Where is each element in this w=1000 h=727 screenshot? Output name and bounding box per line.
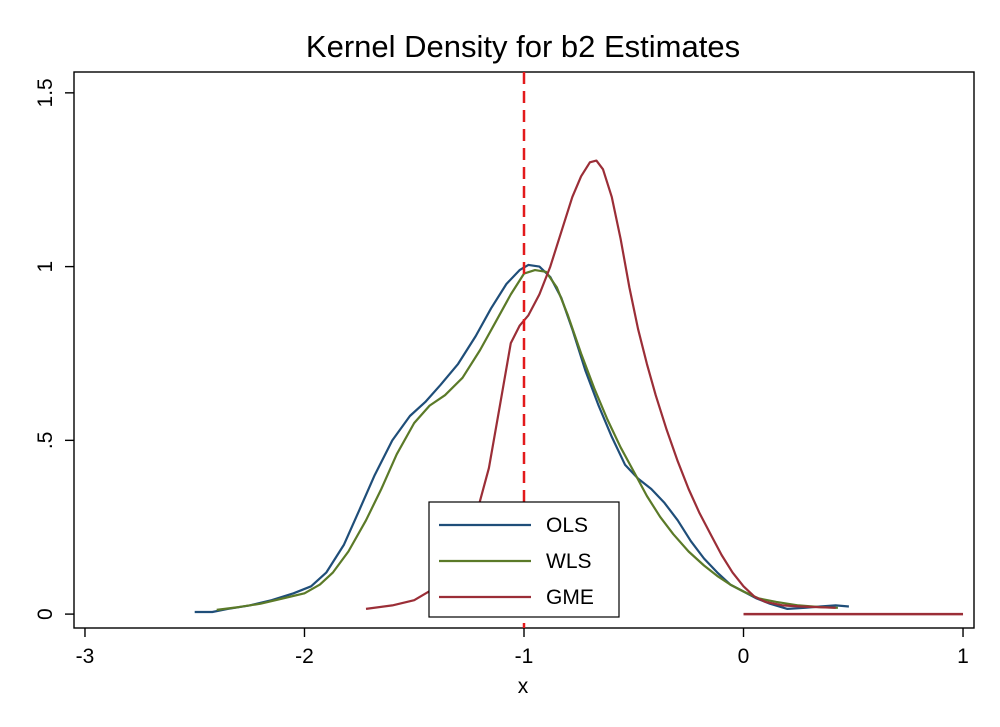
y-tick-label: 1.5 — [34, 78, 57, 107]
legend: OLS WLS GME — [428, 501, 620, 618]
chart-title: Kernel Density for b2 Estimates — [306, 29, 740, 64]
x-axis-ticks: -3 -2 -1 0 1 — [76, 628, 969, 668]
y-axis-ticks: 0 .5 1 1.5 — [34, 78, 74, 620]
x-tick-label: 1 — [957, 645, 969, 668]
x-tick-label: 0 — [738, 645, 750, 668]
density-series — [194, 159, 849, 614]
series-line-gme — [365, 159, 836, 610]
y-tick-label: 1 — [34, 261, 57, 273]
x-tick-label: -2 — [295, 645, 314, 668]
series-line-wls — [216, 269, 838, 611]
y-tick-label: .5 — [34, 432, 57, 450]
x-tick-label: -1 — [515, 645, 534, 668]
legend-label-ols: OLS — [546, 514, 588, 537]
legend-label-wls: WLS — [546, 550, 592, 573]
x-tick-label: -3 — [76, 645, 95, 668]
legend-items: OLS WLS GME — [439, 514, 594, 609]
y-tick-label: 0 — [34, 608, 57, 620]
x-axis-label: x — [518, 675, 529, 698]
legend-label-gme: GME — [546, 586, 594, 609]
